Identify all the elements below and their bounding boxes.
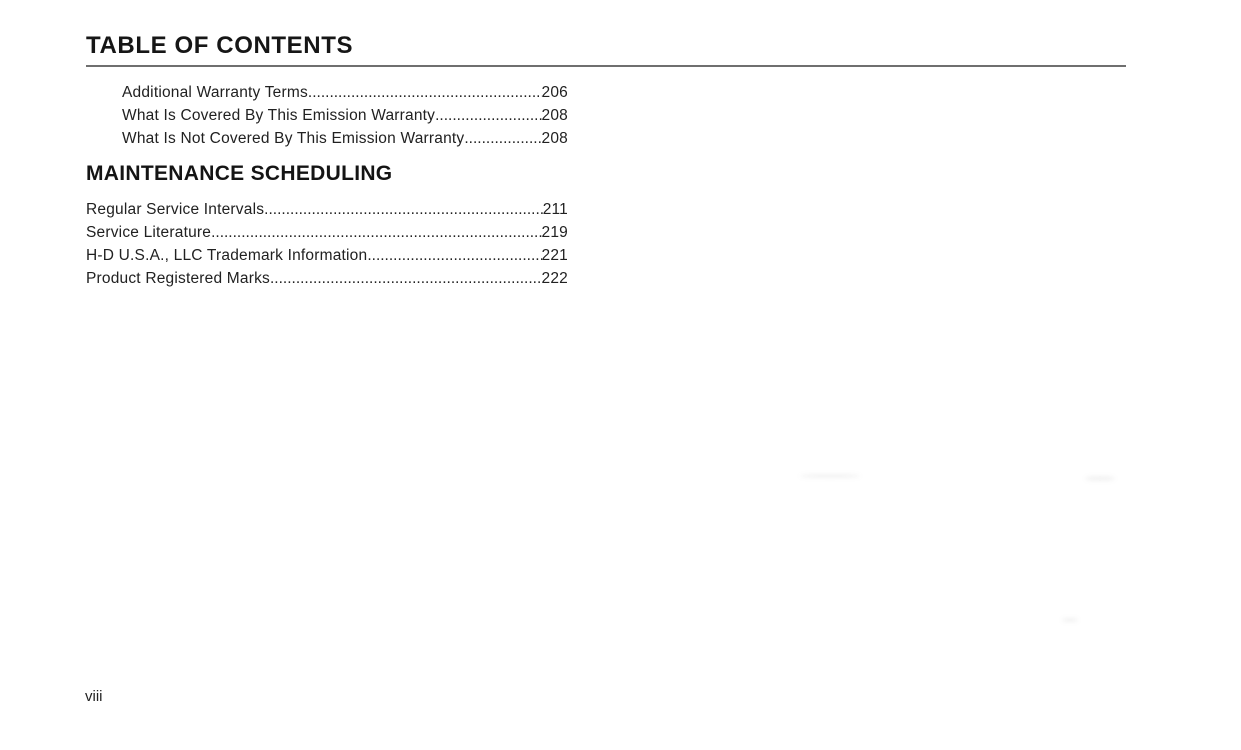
toc-entry-page-number: 222 [541, 270, 568, 287]
toc-section-maintenance-scheduling: Regular Service Intervals 211 Service Li… [86, 198, 568, 290]
dot-leader [435, 104, 541, 127]
toc-entry-page-number: 208 [541, 107, 568, 124]
dot-leader [211, 221, 541, 244]
toc-entry: Additional Warranty Terms 206 [122, 81, 568, 104]
toc-entry-label: Additional Warranty Terms [122, 84, 308, 101]
toc-entry-label: Service Literature [86, 224, 212, 241]
toc-entry: What Is Covered By This Emission Warrant… [122, 104, 568, 127]
dot-leader [464, 127, 541, 150]
toc-entry: Regular Service Intervals 211 [86, 198, 568, 221]
toc-entry-page-number: 221 [541, 247, 568, 264]
toc-section-warranty-continued: Additional Warranty Terms 206 What Is Co… [122, 81, 568, 150]
page-number-folio: viii [85, 688, 103, 705]
toc-entry: Service Literature 219 [86, 221, 568, 244]
dot-leader [308, 81, 542, 104]
toc-entry: What Is Not Covered By This Emission War… [122, 127, 568, 150]
dot-leader [270, 267, 542, 290]
toc-entry-label: H-D U.S.A., LLC Trademark Information [86, 247, 368, 264]
section-heading-maintenance-scheduling: MAINTENANCE SCHEDULING [86, 162, 393, 185]
scan-artifact [1085, 476, 1115, 481]
scan-artifact [800, 474, 860, 478]
toc-entry-page-number: 219 [541, 224, 568, 241]
toc-entry-page-number: 211 [542, 201, 568, 218]
scan-artifact [1062, 618, 1078, 622]
toc-entry-label: What Is Covered By This Emission Warrant… [122, 107, 436, 124]
dot-leader [367, 244, 541, 267]
toc-entry-page-number: 206 [541, 84, 568, 101]
toc-entry-page-number: 208 [541, 130, 568, 147]
toc-entry-label: What Is Not Covered By This Emission War… [122, 130, 465, 147]
toc-entry-label: Product Registered Marks [86, 270, 270, 287]
toc-entry: Product Registered Marks 222 [86, 267, 568, 290]
toc-entry: H-D U.S.A., LLC Trademark Information 22… [86, 244, 568, 267]
toc-entry-label: Regular Service Intervals [86, 201, 265, 218]
page-title: TABLE OF CONTENTS [86, 32, 354, 59]
dot-leader [264, 198, 543, 221]
title-divider-rule [86, 65, 1126, 67]
